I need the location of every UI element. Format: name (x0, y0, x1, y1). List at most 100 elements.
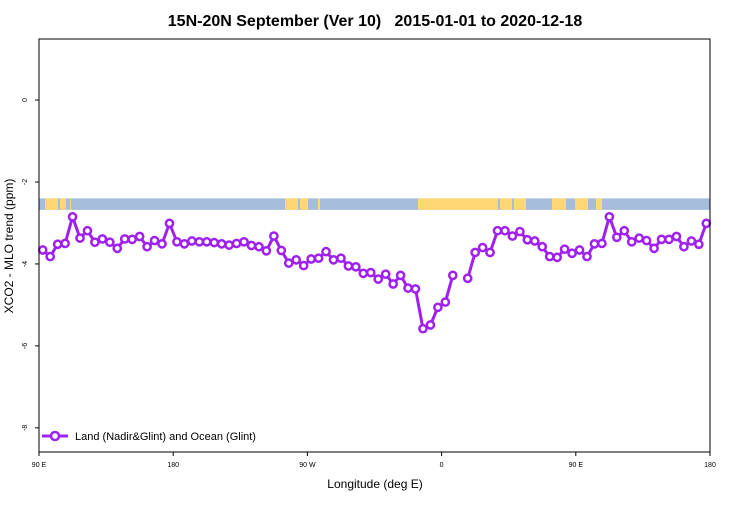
data-point (552, 252, 563, 263)
data-point (567, 248, 577, 259)
data-point (679, 241, 689, 252)
x-tick-label: 0 (440, 462, 444, 469)
data-point (291, 254, 302, 265)
map-land-5 (318, 198, 320, 210)
chart-title: 15N-20N September (Ver 10) 2015-01-01 to… (168, 13, 583, 30)
data-point (447, 270, 458, 281)
data-point (403, 283, 413, 293)
data-point (485, 247, 495, 258)
data-point (529, 236, 540, 246)
y-axis-label: XCO2 - MLO trend (ppm) (2, 179, 16, 314)
data-point (246, 240, 257, 251)
map-land-9 (552, 198, 566, 210)
data-point (507, 231, 518, 241)
data-point (619, 225, 630, 236)
data-point (112, 243, 123, 254)
data-point (336, 253, 346, 264)
data-point (269, 231, 279, 241)
map-land-4 (300, 198, 308, 210)
map-land-8 (514, 198, 526, 210)
data-point (45, 251, 56, 262)
data-point (351, 261, 361, 272)
data-point (276, 245, 287, 256)
data-point (313, 253, 324, 264)
data-point (104, 237, 115, 248)
data-point (157, 239, 167, 249)
map-land-7 (500, 198, 512, 210)
data-point (574, 245, 585, 255)
x-tick-label: 90 E (569, 462, 584, 469)
map-strip (39, 198, 710, 210)
data-point (82, 225, 93, 236)
y-tick-label: -6 (22, 343, 29, 349)
data-point (515, 226, 525, 237)
data-point (611, 232, 622, 243)
data-point (470, 247, 480, 258)
data-point (641, 235, 652, 246)
data-point (671, 231, 682, 242)
data-point (544, 251, 555, 262)
data-point (440, 297, 451, 307)
series-line (41, 211, 455, 331)
data-point (224, 240, 234, 250)
data-point (209, 237, 220, 248)
data-point (537, 241, 548, 252)
axis-ticks: 90 E 180 90 W 0 90 E 180 0 -2 -4 -6 -8 (22, 98, 716, 469)
data-point (261, 245, 272, 256)
data-point (306, 254, 316, 264)
data-point (492, 225, 503, 236)
data-point (179, 239, 190, 249)
data-point (119, 234, 130, 244)
data-point (75, 233, 85, 243)
data-point (127, 234, 138, 245)
data-point (67, 211, 78, 222)
data-point (194, 236, 205, 247)
data-point (328, 254, 339, 265)
data-point (254, 241, 264, 252)
data-point (388, 279, 398, 289)
data-point (134, 231, 145, 242)
data-point (216, 239, 227, 249)
data-point (358, 268, 369, 279)
x-tick-label: 90 E (32, 462, 47, 469)
data-point (462, 273, 473, 284)
map-land-3 (285, 198, 298, 210)
data-point (477, 242, 488, 253)
data-point (701, 218, 712, 229)
map-land-2 (70, 198, 71, 210)
data-point (693, 239, 704, 250)
data-point (373, 274, 384, 284)
data-point (231, 238, 242, 249)
data-point (343, 261, 354, 271)
data-point (597, 238, 607, 249)
legend-label: Land (Nadir&Glint) and Ocean (Glint) (75, 431, 256, 443)
data-point (149, 235, 160, 246)
data-point (626, 236, 637, 247)
y-tick-label: -2 (22, 179, 29, 185)
x-tick-label: 180 (704, 462, 716, 469)
data-point (410, 284, 421, 294)
data-point (37, 245, 48, 255)
data-point (298, 260, 309, 271)
data-point (425, 320, 436, 330)
map-ocean (39, 198, 710, 210)
data-point (52, 239, 63, 250)
map-land-11 (596, 198, 602, 210)
map-land-0 (45, 198, 58, 210)
data-point (365, 267, 376, 278)
data-point (60, 238, 70, 249)
data-point (500, 225, 510, 236)
map-land-10 (575, 198, 588, 210)
map-land-6 (418, 198, 498, 210)
data-point (201, 236, 212, 247)
x-tick-label: 90 W (299, 462, 316, 469)
data-point (604, 211, 615, 222)
data-point (90, 237, 100, 248)
data-point (582, 251, 592, 262)
data-point (142, 241, 152, 252)
data-point (239, 236, 249, 247)
x-tick-label: 180 (167, 462, 179, 469)
data-point (172, 236, 182, 247)
data-point (186, 236, 197, 246)
